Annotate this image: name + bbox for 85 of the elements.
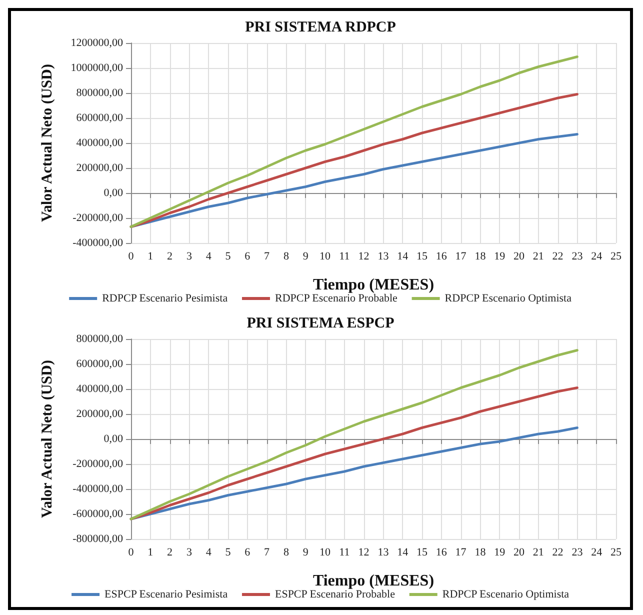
y-tick-label: 400000,00 <box>76 383 124 395</box>
x-tick-label: 20 <box>514 546 525 558</box>
line-series <box>130 349 578 520</box>
x-tick-label: 11 <box>339 250 350 262</box>
x-tick-label: 24 <box>591 250 603 262</box>
x-tick-label: 6 <box>244 546 251 558</box>
y-tick-label: 1000000,00 <box>70 62 124 74</box>
y-tick-label: 0,00 <box>104 187 124 199</box>
x-tick-label: 3 <box>186 546 192 558</box>
x-tick-label: 9 <box>302 250 309 262</box>
x-tick-label: 2 <box>167 250 173 262</box>
y-axis-title: Valor Actual Neto (USD) <box>40 360 56 518</box>
x-tick-label: 6 <box>244 250 251 262</box>
x-tick-label: 0 <box>128 546 134 558</box>
x-tick-label: 4 <box>206 546 212 558</box>
y-tick-label: 200000,00 <box>76 408 124 420</box>
x-tick-label: 3 <box>186 250 192 262</box>
x-tick-label: 24 <box>591 546 603 558</box>
legend-label: ESPCP Escenario Pesimista <box>104 588 228 600</box>
y-axis-title: Valor Actual Neto (USD) <box>40 64 56 222</box>
x-tick-label: 20 <box>514 250 525 262</box>
x-tick-label: 23 <box>572 546 584 558</box>
x-tick-label: 14 <box>397 250 409 262</box>
x-axis-title: Tiempo (MESES) <box>312 276 434 294</box>
x-tick-label: 10 <box>320 546 331 558</box>
x-tick-label: 4 <box>206 250 212 262</box>
chart-title: PRI SISTEMA RDPCP <box>245 20 396 36</box>
x-tick-label: 7 <box>264 250 270 262</box>
x-tick-label: 17 <box>455 546 467 558</box>
legend-label: RDPCP Escenario Pesimista <box>102 292 228 304</box>
x-axis-title: Tiempo (MESES) <box>312 572 434 590</box>
x-tick-label: 11 <box>339 546 350 558</box>
line-series <box>130 56 578 228</box>
y-tick-label: -200000,00 <box>72 458 124 470</box>
x-tick-label: 22 <box>552 250 564 262</box>
x-tick-label: 15 <box>416 546 428 558</box>
x-tick-label: 8 <box>283 546 290 558</box>
x-tick-label: 2 <box>167 546 173 558</box>
x-tick-label: 17 <box>455 250 467 262</box>
x-tick-label: 21 <box>532 250 544 262</box>
x-tick-label: 7 <box>264 546 270 558</box>
x-tick-label: 16 <box>436 250 448 262</box>
x-tick-label: 19 <box>494 546 506 558</box>
legend-label: ESPCP Escenario Probable <box>274 588 396 600</box>
x-tick-label: 10 <box>320 250 331 262</box>
x-tick-label: 18 <box>474 546 486 558</box>
x-tick-label: 19 <box>494 250 506 262</box>
y-tick-label: 0,00 <box>104 433 124 445</box>
x-tick-label: 25 <box>610 250 622 262</box>
x-tick-label: 16 <box>436 546 448 558</box>
y-tick-label: 800000,00 <box>76 333 124 345</box>
x-tick-label: 0 <box>128 250 134 262</box>
x-tick-label: 13 <box>378 250 390 262</box>
x-tick-label: 15 <box>416 250 428 262</box>
x-tick-label: 22 <box>552 546 564 558</box>
x-tick-label: 1 <box>148 546 154 558</box>
y-tick-label: -800000,00 <box>72 533 124 545</box>
y-tick-label: -400000,00 <box>72 483 124 495</box>
legend-label: RDPCP Escenario Optimista <box>442 588 570 600</box>
x-tick-label: 5 <box>225 546 232 558</box>
x-tick-label: 18 <box>474 250 486 262</box>
x-tick-label: 14 <box>397 546 409 558</box>
x-tick-label: 21 <box>532 546 544 558</box>
y-tick-label: 600000,00 <box>76 112 124 124</box>
chart-title: PRI SISTEMA ESPCP <box>246 316 394 332</box>
y-tick-label: -600000,00 <box>72 508 124 520</box>
x-tick-label: 9 <box>302 546 309 558</box>
x-tick-label: 5 <box>225 250 232 262</box>
y-tick-label: 400000,00 <box>76 137 124 149</box>
x-tick-label: 12 <box>358 250 370 262</box>
x-tick-label: 12 <box>358 546 370 558</box>
x-tick-label: 25 <box>610 546 622 558</box>
y-tick-label: 200000,00 <box>76 162 124 174</box>
legend-label: RDPCP Escenario Optimista <box>444 292 572 304</box>
y-tick-label: 600000,00 <box>76 358 124 370</box>
x-tick-label: 8 <box>283 250 290 262</box>
line-series <box>130 426 578 520</box>
y-tick-label: -200000,00 <box>72 212 124 224</box>
legend-label: RDPCP Escenario Probable <box>274 292 398 304</box>
x-tick-label: 13 <box>378 546 390 558</box>
y-tick-label: 1200000,00 <box>70 37 124 49</box>
y-tick-label: 800000,00 <box>76 87 124 99</box>
x-tick-label: 23 <box>572 250 584 262</box>
y-tick-label: -400000,00 <box>72 237 124 249</box>
x-tick-label: 1 <box>148 250 154 262</box>
